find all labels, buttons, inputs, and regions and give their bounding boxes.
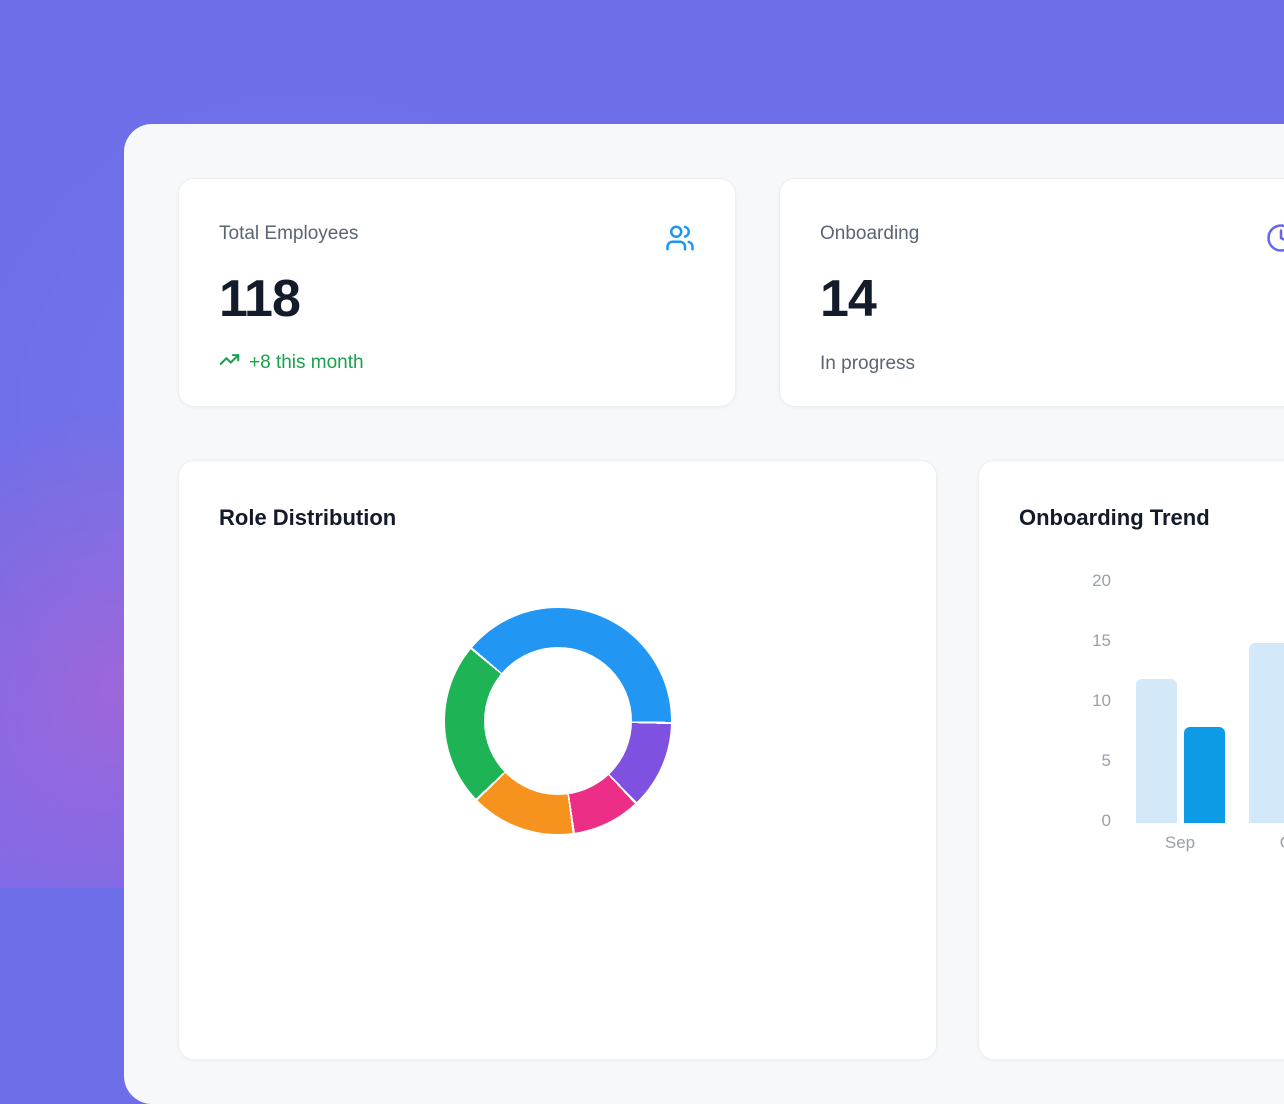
y-axis-tick-label: 20 [1039,570,1111,592]
stat-value: 118 [219,269,695,329]
clock-icon [1266,223,1284,253]
y-axis-tick-label: 0 [1039,810,1111,832]
trending-up-icon [219,349,240,376]
stat-label: Onboarding [820,223,919,245]
stat-subtext: In progress [820,353,1284,375]
y-axis-tick-label: 10 [1039,690,1111,712]
stat-label: Total Employees [219,223,358,245]
bar-sep-series-light [1136,679,1177,823]
y-axis-tick-label: 5 [1039,750,1111,772]
chart-title: Role Distribution [219,505,896,531]
onboarding-trend-card: Onboarding Trend 05101520SepOct [978,460,1284,1060]
stat-delta: +8 this month [219,349,695,376]
y-axis-tick-label: 15 [1039,630,1111,652]
bar-oct-series-light [1249,643,1284,823]
stat-delta-text: +8 this month [249,352,364,374]
stat-card-header: Onboarding [820,223,1284,253]
bar-sep-series-dark [1184,727,1225,823]
onboarding-trend-bar-chart: 0 5 10 15 20 Sep Oct [979,461,1284,1059]
role-distribution-donut-chart [445,608,671,834]
x-axis-label-oct: Oct [1253,832,1284,854]
x-axis-label-sep: Sep [1140,832,1220,854]
stat-card-total-employees: Total Employees 118 +8 this month [178,178,736,407]
stat-value: 14 [820,269,1284,329]
users-icon [665,223,695,253]
stat-card-onboarding: Onboarding 14 In progress [779,178,1284,407]
dashboard-panel: Total Employees 118 +8 this month [124,124,1284,1104]
role-distribution-card: Role Distribution [178,460,937,1060]
stat-card-header: Total Employees [219,223,695,253]
